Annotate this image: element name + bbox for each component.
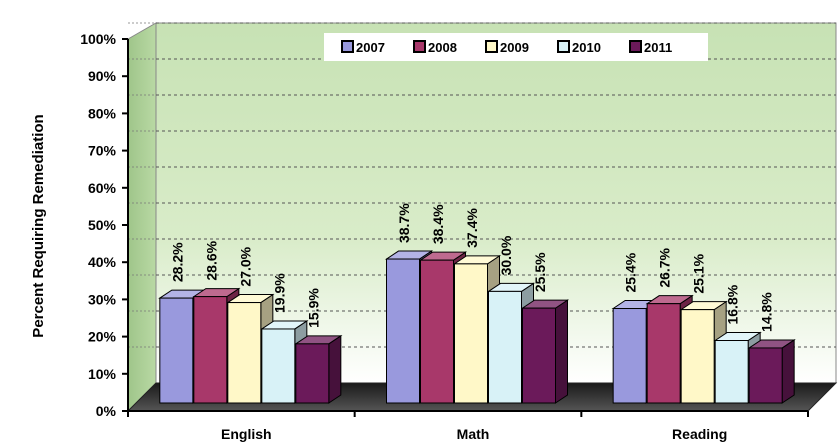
- y-tick-label: 60%: [88, 180, 117, 196]
- data-label: 14.8%: [759, 292, 775, 332]
- legend-label: 2010: [572, 40, 601, 55]
- y-axis: 0% 10% 20% 30% 40% 50% 60% 70% 80% 90% 100%: [80, 31, 129, 419]
- legend-label: 2008: [428, 40, 457, 55]
- data-label: 28.2%: [169, 242, 185, 282]
- y-tick-label: 30%: [88, 291, 117, 307]
- x-category-label: Math: [457, 426, 490, 442]
- legend-label: 2011: [644, 40, 672, 55]
- bar-2011-english: [294, 334, 343, 404]
- y-tick-label: 80%: [88, 105, 117, 121]
- y-tick-label: 10%: [88, 366, 117, 382]
- bars: [158, 250, 796, 404]
- data-label: 28.6%: [203, 240, 219, 280]
- legend: 2007 2008 2009 2010 2011: [324, 33, 708, 61]
- data-label: 38.4%: [430, 204, 446, 244]
- legend-swatch: [413, 40, 426, 53]
- y-tick-label: 0%: [96, 403, 117, 419]
- data-label: 19.9%: [271, 273, 287, 313]
- data-label: 25.5%: [532, 252, 548, 292]
- data-label: 25.4%: [623, 252, 639, 292]
- data-label: 16.8%: [725, 284, 741, 324]
- data-labels: 28.2% 28.6% 27.0% 19.9% 15.9% 38.7% 38.4% 37.4%…: [169, 203, 774, 332]
- legend-swatch: [485, 40, 498, 53]
- legend-item-2011: 2011: [629, 40, 672, 55]
- y-tick-label: 90%: [88, 68, 117, 84]
- data-label: 38.7%: [396, 203, 412, 243]
- x-category-label: English: [221, 426, 272, 442]
- y-tick-label: 100%: [80, 31, 116, 47]
- data-label: 25.1%: [691, 253, 707, 293]
- data-label: 26.7%: [657, 247, 673, 287]
- legend-item-2010: 2010: [557, 40, 601, 55]
- legend-item-2007: 2007: [341, 40, 385, 55]
- legend-swatch: [341, 40, 354, 53]
- x-axis: English Math Reading: [127, 410, 809, 442]
- legend-label: 2007: [356, 40, 385, 55]
- legend-item-2008: 2008: [413, 40, 457, 55]
- legend-label: 2009: [500, 40, 529, 55]
- data-label: 30.0%: [498, 235, 514, 275]
- y-tick-label: 70%: [88, 143, 117, 159]
- legend-swatch: [629, 40, 642, 53]
- y-tick-label: 40%: [88, 254, 117, 270]
- legend-swatch: [557, 40, 570, 53]
- data-label: 27.0%: [237, 246, 253, 286]
- y-tick-label: 20%: [88, 329, 117, 345]
- data-label: 37.4%: [464, 208, 480, 248]
- data-label: 15.9%: [305, 288, 321, 328]
- legend-item-2009: 2009: [485, 40, 529, 55]
- y-tick-label: 50%: [88, 217, 117, 233]
- bar-2011-reading: [747, 339, 796, 404]
- bar-2011-math: [520, 299, 570, 404]
- y-axis-title: Percent Requiring Remediation: [30, 114, 47, 337]
- x-category-label: Reading: [672, 426, 727, 442]
